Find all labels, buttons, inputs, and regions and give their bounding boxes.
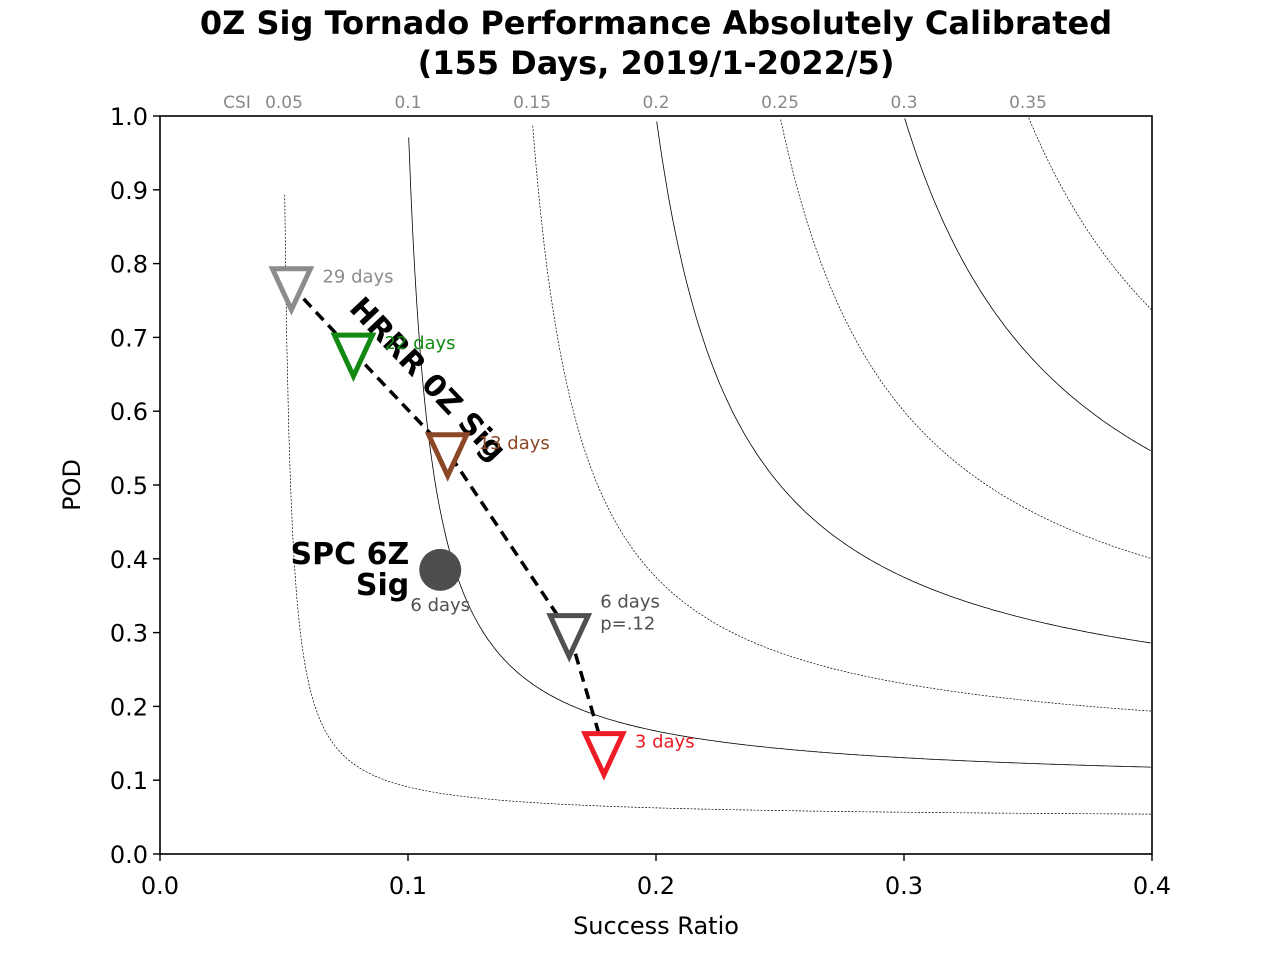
y-tick-label: 0.9 — [110, 177, 148, 205]
csi-contour-0.15 — [532, 125, 1152, 712]
csi-contour-0.2 — [656, 121, 1151, 644]
csi-prefix-label: CSI — [223, 93, 251, 113]
csi-contour-0.1 — [408, 137, 1151, 768]
spc-series-name-line1: SPC 6Z — [291, 537, 410, 572]
hrrr-point-3 — [546, 613, 593, 663]
spc-series-name-line2: Sig — [356, 568, 409, 603]
y-axis-label: POD — [58, 459, 86, 511]
y-tick-label: 0.3 — [110, 620, 148, 648]
y-tick-label: 0.8 — [110, 251, 148, 279]
hrrr-point-1 — [330, 332, 377, 383]
y-tick-label: 0.7 — [110, 324, 148, 352]
hrrr-point-0 — [268, 266, 315, 316]
hrrr-point-label: 29 days — [322, 267, 393, 288]
csi-tick-0.3: 0.3 — [890, 93, 917, 113]
csi-contour-lines — [284, 117, 1152, 815]
x-tick-label: 0.0 — [141, 872, 179, 900]
csi-tick-0.2: 0.2 — [642, 93, 669, 113]
spc-point-label: 6 days — [410, 595, 470, 616]
x-axis-label: Success Ratio — [573, 912, 739, 940]
hrrr-point-label: 22 days — [384, 333, 455, 354]
csi-tick-labels: 0.05 0.1 0.15 0.2 0.25 0.3 0.35 — [265, 93, 1047, 113]
chart-subtitle: (155 Days, 2019/1-2022/5) — [418, 44, 895, 82]
x-tick-label: 0.1 — [389, 872, 427, 900]
y-tick-label: 0.6 — [110, 398, 148, 426]
hrrr-dashed-line — [290, 284, 606, 752]
x-tick-label: 0.2 — [637, 872, 675, 900]
csi-tick-0.25: 0.25 — [761, 93, 799, 113]
spc-point-0 — [419, 548, 462, 591]
x-axis-ticks: 0.0 0.1 0.2 0.3 0.4 — [141, 854, 1171, 900]
y-tick-label: 0.4 — [110, 546, 148, 574]
y-axis-ticks: 0.0 0.1 0.2 0.3 0.4 0.5 0.6 0.7 0.8 0.9 1.0 — [110, 103, 160, 869]
csi-tick-0.35: 0.35 — [1009, 93, 1047, 113]
y-tick-label: 0.5 — [110, 472, 148, 500]
csi-contour-0.3 — [904, 118, 1151, 452]
hrrr-point-2 — [424, 432, 471, 482]
x-tick-label: 0.3 — [885, 872, 923, 900]
csi-contour-0.35 — [1028, 117, 1152, 311]
hrrr-point-label: 6 days — [600, 592, 660, 613]
y-tick-label: 0.1 — [110, 767, 148, 795]
y-tick-label: 0.0 — [110, 841, 148, 869]
csi-tick-0.05: 0.05 — [265, 93, 303, 113]
y-tick-label: 1.0 — [110, 103, 148, 131]
hrrr-point-label: 3 days — [635, 732, 695, 753]
csi-contour-0.25 — [780, 119, 1152, 560]
csi-tick-0.15: 0.15 — [513, 93, 551, 113]
csi-contour-0.05 — [284, 194, 1152, 815]
hrrr-point-4 — [581, 731, 627, 781]
chart-title: 0Z Sig Tornado Performance Absolutely Ca… — [200, 4, 1112, 42]
hrrr-point-label2: p=.12 — [600, 614, 655, 635]
hrrr-point-label: 13 days — [479, 433, 550, 454]
csi-tick-0.1: 0.1 — [394, 93, 421, 113]
x-tick-label: 0.4 — [1133, 872, 1171, 900]
y-tick-label: 0.2 — [110, 693, 148, 721]
